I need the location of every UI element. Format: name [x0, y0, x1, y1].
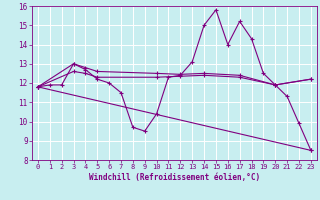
X-axis label: Windchill (Refroidissement éolien,°C): Windchill (Refroidissement éolien,°C) [89, 173, 260, 182]
